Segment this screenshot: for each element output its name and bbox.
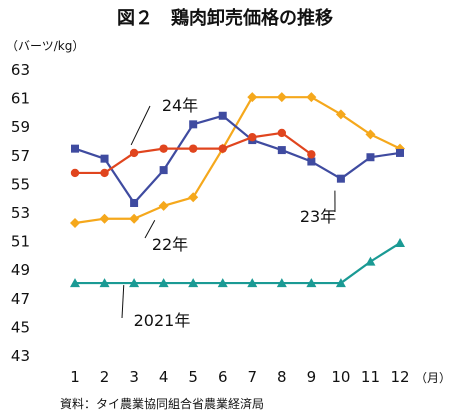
x-tick-label: 5: [188, 368, 198, 386]
series-label: 2021年: [134, 311, 191, 330]
y-tick-label: 55: [11, 175, 30, 193]
data-point: [71, 144, 79, 153]
data-point: [276, 92, 287, 103]
data-point: [335, 109, 346, 120]
y-tick-label: 49: [11, 261, 30, 279]
data-point: [218, 111, 227, 120]
data-point: [306, 92, 317, 103]
x-tick-label: 4: [159, 368, 169, 386]
label-leaders: [121, 105, 336, 319]
series-2: [70, 92, 405, 229]
data-point: [158, 278, 169, 288]
data-point: [159, 166, 168, 175]
data-point: [365, 129, 376, 140]
data-point: [70, 278, 80, 288]
series-labels: 24年 22年 23年 2021年: [134, 96, 337, 330]
data-point: [129, 213, 140, 224]
data-point: [365, 256, 376, 266]
data-point: [366, 153, 375, 162]
data-point: [188, 144, 198, 153]
series-line: [74, 114, 401, 205]
y-tick-label: 57: [11, 147, 30, 165]
data-point: [189, 120, 198, 129]
data-point: [158, 200, 169, 211]
data-point: [159, 144, 168, 153]
x-tick-label: 7: [247, 368, 257, 386]
data-point: [336, 174, 345, 183]
data-point: [129, 148, 139, 158]
y-tick-label: 59: [11, 118, 30, 136]
label-leader-line: [121, 285, 125, 319]
series-1: [70, 238, 405, 288]
series-label: 23年: [300, 207, 336, 226]
y-tick-label: 47: [11, 290, 30, 308]
series-line: [75, 242, 401, 285]
y-axis-unit-label: （バーツ/kg）: [6, 39, 84, 53]
y-tick-label: 45: [11, 318, 30, 336]
source-note: 資料：タイ農業協同組合省農業経済局: [60, 396, 264, 411]
x-tick-label: 12: [390, 368, 409, 386]
series-4: [70, 128, 316, 178]
data-point: [335, 278, 346, 288]
chart-title: 図２ 鶏肉卸売価格の推移: [117, 7, 333, 29]
series-lines: [70, 92, 405, 288]
data-point: [247, 92, 258, 103]
data-point: [129, 278, 140, 288]
data-point: [248, 133, 257, 142]
x-tick-label: 9: [307, 368, 317, 386]
data-point: [307, 150, 316, 159]
x-tick-label: 10: [331, 368, 350, 386]
data-point: [188, 192, 199, 203]
data-point: [188, 278, 199, 288]
data-point: [247, 278, 258, 288]
y-tick-label: 61: [11, 90, 30, 108]
data-point: [100, 154, 109, 163]
x-tick-label: 1: [70, 368, 80, 386]
series-3: [71, 111, 404, 207]
data-point: [277, 146, 286, 155]
data-point: [100, 168, 109, 178]
data-point: [130, 198, 139, 207]
series-label: 22年: [152, 235, 188, 254]
series-label: 24年: [162, 96, 198, 115]
data-point: [99, 278, 110, 288]
x-tick-label: 11: [361, 368, 380, 386]
x-axis-unit-label: （月）: [415, 371, 450, 385]
x-tick-label: 6: [218, 368, 228, 386]
data-point: [276, 278, 287, 288]
data-point: [70, 218, 80, 229]
y-tick-label: 53: [11, 204, 30, 222]
data-point: [307, 157, 316, 166]
label-leader-line: [144, 220, 156, 239]
y-tick-label: 51: [11, 233, 30, 251]
data-point: [99, 213, 110, 224]
data-point: [396, 148, 404, 157]
data-point: [395, 238, 405, 248]
y-tick-label: 43: [11, 347, 30, 365]
data-point: [277, 128, 287, 138]
x-tick-label: 8: [277, 368, 287, 386]
label-leader-line: [130, 105, 151, 146]
data-point: [306, 278, 317, 288]
y-tick-label: 63: [11, 61, 30, 79]
data-point: [218, 144, 227, 153]
x-tick-label: 2: [100, 368, 110, 386]
data-point: [217, 278, 228, 288]
x-tick-label: 3: [129, 368, 139, 386]
data-point: [70, 168, 80, 178]
